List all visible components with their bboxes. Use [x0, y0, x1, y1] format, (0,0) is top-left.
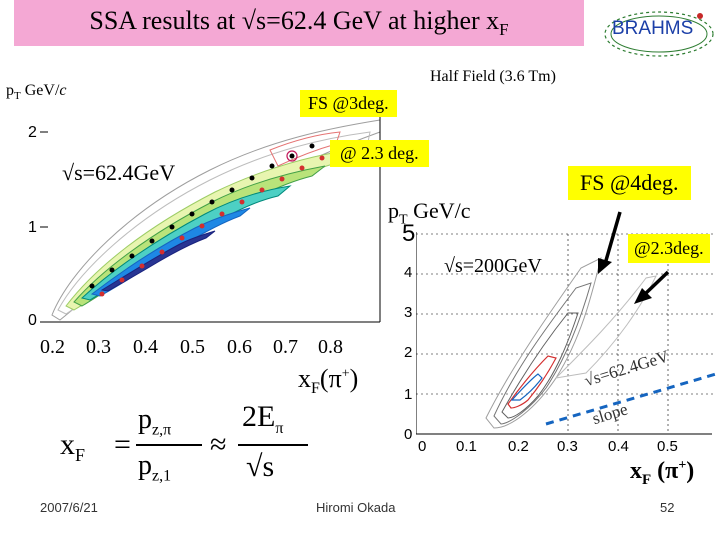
left-x-tick-3: 0.5	[180, 336, 205, 358]
left-x-tick-5: 0.7	[273, 336, 298, 358]
formula-den2: √s	[246, 450, 275, 483]
contour-band	[510, 373, 543, 401]
data-point	[286, 150, 298, 162]
data-point	[139, 263, 145, 269]
left-energy-label: √s=62.4GeV	[62, 160, 176, 185]
arrow-2-3deg	[643, 270, 670, 296]
data-point	[229, 187, 235, 193]
data-point	[299, 165, 305, 171]
formula-num2: 2Eπ	[242, 400, 284, 437]
left-x-tick-1: 0.3	[86, 336, 111, 358]
data-point	[119, 277, 125, 283]
contour-band	[507, 355, 557, 409]
data-point	[279, 176, 285, 182]
left-x-axis-label: xF(π+)	[298, 364, 359, 398]
left-y-tick-0: 0	[28, 312, 37, 329]
formula-eq: =	[114, 428, 131, 461]
angle-2-3deg-right-box: @2.3deg.	[628, 234, 710, 263]
right-x-tick-1: 0.1	[456, 438, 477, 455]
left-x-tick-2: 0.4	[133, 336, 158, 358]
right-x-tick-2: 0.2	[508, 438, 529, 455]
data-point	[179, 235, 185, 241]
brahms-logo-text: BRAHMS	[612, 18, 694, 39]
arrow-head	[598, 258, 612, 274]
data-point	[159, 249, 165, 255]
right-energy-label: √s=200GeV	[444, 255, 542, 277]
contour-band	[493, 282, 592, 425]
right-x-tick-5: 0.5	[657, 438, 678, 455]
data-point	[99, 291, 105, 297]
left-y-tick-1: 1	[28, 219, 37, 236]
fraction-bar	[136, 444, 202, 446]
right-y-axis-label: pT GeV/c	[388, 198, 471, 228]
left-data-points	[89, 143, 325, 297]
left-y-axis-label: pT GeV/c	[6, 82, 67, 103]
right-x-tick-0: 0	[418, 438, 427, 455]
formula-lhs: xF	[60, 428, 86, 465]
right-y-tick-5: 5	[402, 220, 416, 247]
footer-page-number: 52	[660, 500, 675, 515]
data-point	[219, 211, 225, 217]
footer-author: Hiromi Okada	[316, 500, 396, 515]
field-label: Half Field (3.6 Tm)	[430, 68, 556, 85]
fraction-bar-2	[238, 444, 308, 446]
left-contour-bands	[51, 119, 381, 321]
left-x-tick-0: 0.2	[40, 336, 65, 358]
arrow-head	[634, 288, 652, 304]
left-x-tick-6: 0.8	[318, 336, 343, 358]
data-point	[189, 211, 195, 217]
xf-formula: xF = pz,π pz,1 ≈ 2Eπ √s	[60, 400, 320, 490]
left-x-tick-4: 0.6	[227, 336, 252, 358]
data-point	[109, 267, 115, 273]
data-point	[249, 175, 255, 181]
right-y-tick-3: 3	[404, 304, 413, 321]
arrow-fs-4deg	[603, 211, 622, 265]
left-contour-plot	[40, 110, 381, 323]
data-point	[149, 238, 155, 244]
data-point	[129, 253, 135, 259]
right-contour-plot	[416, 232, 716, 435]
right-x-axis-label: xF (π+)	[630, 458, 695, 488]
contour-band	[485, 257, 602, 429]
data-point	[319, 155, 325, 161]
contour-band	[100, 230, 216, 292]
right-y-tick-2: 2	[404, 344, 413, 361]
right-contour-bands	[485, 257, 657, 429]
data-point	[289, 153, 295, 159]
title-banner	[14, 0, 584, 46]
slope-62-4-line	[545, 372, 716, 426]
data-point	[309, 143, 315, 149]
right-x-tick-3: 0.3	[557, 438, 578, 455]
formula-num: pz,π	[138, 404, 172, 439]
data-point	[239, 199, 245, 205]
right-y-tick-4: 4	[404, 264, 413, 281]
data-point	[199, 223, 205, 229]
right-x-tick-4: 0.4	[608, 438, 629, 455]
data-point	[89, 283, 95, 289]
brahms-logo	[604, 11, 714, 57]
left-y-tick-2: 2	[28, 124, 37, 141]
right-y-tick-0: 0	[404, 426, 413, 443]
formula-approx: ≈	[210, 428, 227, 461]
contour-band	[554, 275, 657, 379]
fs-3deg-box: FS @3deg.	[300, 90, 397, 117]
fs-4deg-box: FS @4deg.	[568, 166, 691, 200]
angle-2-3deg-box: @ 2.3 deg.	[330, 140, 429, 167]
data-point	[169, 224, 175, 230]
data-point	[259, 187, 265, 193]
data-point	[209, 199, 215, 205]
data-point	[269, 163, 275, 169]
contour-band	[501, 312, 579, 419]
formula-den: pz,1	[138, 450, 172, 485]
footer-date: 2007/6/21	[40, 500, 98, 515]
slide-title: SSA results at √s=62.4 GeV at higher xF	[89, 6, 509, 40]
right-y-tick-1: 1	[404, 386, 413, 403]
